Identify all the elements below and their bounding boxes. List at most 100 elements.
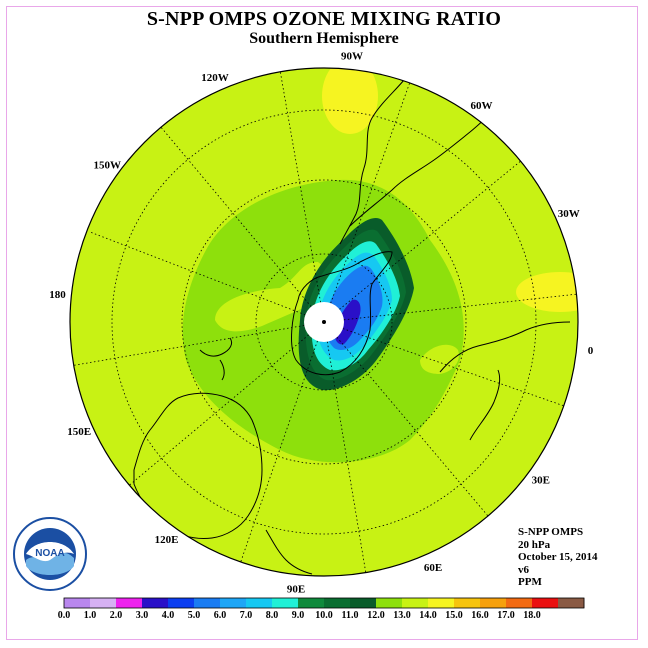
- colorbar-swatch-10: [324, 598, 351, 608]
- coast-new-zealand: [199, 337, 233, 357]
- coast-indonesia: [265, 529, 313, 575]
- meridian-60w: [323, 81, 411, 323]
- colorbar-swatch-6: [220, 598, 247, 608]
- colorbar-tick-label: 8.0: [266, 610, 279, 621]
- meridian-30w: [323, 159, 523, 323]
- colorbar-outline: [63, 597, 585, 609]
- graticule: [70, 69, 578, 575]
- colorbar-swatch-16: [480, 598, 507, 608]
- colorbar-tick-label: 16.0: [471, 610, 489, 621]
- coastlines: [133, 68, 571, 575]
- lon-label-60w: 60W: [471, 100, 493, 112]
- info-block: S-NPP OMPS 20 hPa October 15, 2014 v6 PP…: [518, 526, 598, 589]
- colorbar-swatch-2: [116, 598, 143, 608]
- colorbar-swatch-14: [428, 598, 455, 608]
- lon-label-0: 0: [588, 345, 594, 357]
- colorbar-tick-label: 0.0: [58, 610, 71, 621]
- colorbar-swatches: [63, 597, 585, 609]
- colorbar-swatch-4: [168, 598, 195, 608]
- contour-inner-light-2: [420, 344, 459, 374]
- colorbar-tick-label: 6.0: [214, 610, 227, 621]
- colorbar-tick-label: 17.0: [497, 610, 515, 621]
- colorbar-swatch-13: [402, 598, 429, 608]
- lon-label-150w: 150W: [93, 160, 121, 172]
- colorbar-tick-label: 18.0: [523, 610, 541, 621]
- lon-label-90e: 90E: [287, 584, 305, 596]
- colorbar-tick-label: 1.0: [84, 610, 97, 621]
- colorbar-swatch-17: [506, 598, 533, 608]
- colorbar-tick-label: 10.0: [315, 610, 333, 621]
- colorbar-swatch-11: [350, 598, 377, 608]
- lat-circle-70: [255, 253, 393, 391]
- contour-yellow-east: [516, 272, 578, 312]
- info-pressure: 20 hPa: [518, 538, 551, 551]
- colorbar-tick-label: 12.0: [367, 610, 385, 621]
- colorbar-ticks: 0.0 1.0 2.0 3.0 4.0 5.0 6.0 7.0 8.0 9.0 10.0 11.0 12…: [58, 610, 541, 621]
- noaa-logo: NOAA: [13, 517, 87, 591]
- lon-label-180: 180: [49, 289, 66, 301]
- info-version: v6: [518, 563, 529, 576]
- lon-label-90w: 90W: [341, 51, 363, 63]
- colorbar-swatch-9: [298, 598, 325, 608]
- colorbar-swatch-18: [532, 598, 559, 608]
- colorbar-tick-label: 15.0: [445, 610, 463, 621]
- colorbar-swatch-7: [246, 598, 273, 608]
- colorbar-tick-label: 3.0: [136, 610, 149, 621]
- meridian-120w: [159, 125, 325, 323]
- coast-south-america-east: [349, 103, 501, 227]
- colorbar-tick-label: 5.0: [188, 610, 201, 621]
- meridian-90w: [279, 69, 325, 323]
- lat-circle-50: [181, 179, 467, 465]
- coast-tasmania: [219, 359, 225, 381]
- colorbar-swatch-19: [558, 598, 585, 608]
- colorbar-swatch-1: [90, 598, 117, 608]
- colorbar-swatch-12: [376, 598, 403, 608]
- colorbar-tick-label: 14.0: [419, 610, 437, 621]
- meridian-30e: [323, 321, 571, 409]
- colorbar-swatch-3: [142, 598, 169, 608]
- longitude-labels: 0 30W 60W 90W 120W 150W 180 150E 120E 90E 60E 30E: [49, 51, 594, 596]
- coast-antarctica: [291, 251, 393, 376]
- colorbar-tick-label: 13.0: [393, 610, 411, 621]
- colorbar-swatch-0: [64, 598, 91, 608]
- meridian-150e: [125, 321, 325, 489]
- lon-label-30e: 30E: [532, 475, 550, 487]
- info-date: October 15, 2014: [518, 551, 598, 563]
- contour-yellow-north: [322, 68, 378, 134]
- meridian-0: [323, 293, 578, 323]
- coast-africa-south: [439, 321, 571, 373]
- contour-vortex-3: [334, 299, 361, 345]
- lon-label-120w: 120W: [201, 72, 229, 84]
- lat-circle-30: [111, 109, 537, 535]
- map-subtitle: Southern Hemisphere: [249, 30, 399, 47]
- meridian-180: [70, 321, 325, 367]
- colorbar-tick-label: 9.0: [292, 610, 305, 621]
- coast-madagascar: [469, 369, 501, 441]
- colorbar-tick-label: 2.0: [110, 610, 123, 621]
- lon-label-120e: 120E: [155, 534, 179, 546]
- meridian-150w: [89, 231, 325, 323]
- lon-label-60e: 60E: [424, 562, 442, 574]
- noaa-logo-text: NOAA: [35, 548, 64, 559]
- noaa-logo-bird: [26, 542, 74, 562]
- figure-border: [6, 6, 638, 640]
- meridian-120e: [239, 321, 325, 565]
- colorbar-swatch-5: [194, 598, 221, 608]
- info-units: PPM: [518, 576, 542, 588]
- info-instrument: S-NPP OMPS: [518, 526, 584, 538]
- map-title: S-NPP OMPS OZONE MIXING RATIO: [146, 8, 502, 30]
- colorbar-tick-label: 7.0: [240, 610, 253, 621]
- colorbar-swatch-8: [272, 598, 299, 608]
- colorbar-tick-label: 11.0: [342, 610, 359, 621]
- lon-label-30w: 30W: [558, 208, 580, 220]
- contour-inner-light: [215, 262, 328, 332]
- meridian-90e: [323, 321, 367, 575]
- colorbar-tick-label: 4.0: [162, 610, 175, 621]
- map-disc-outline: [69, 67, 579, 577]
- lon-label-150e: 150E: [67, 426, 91, 438]
- south-pole-marker: [322, 320, 326, 324]
- colorbar-swatch-15: [454, 598, 481, 608]
